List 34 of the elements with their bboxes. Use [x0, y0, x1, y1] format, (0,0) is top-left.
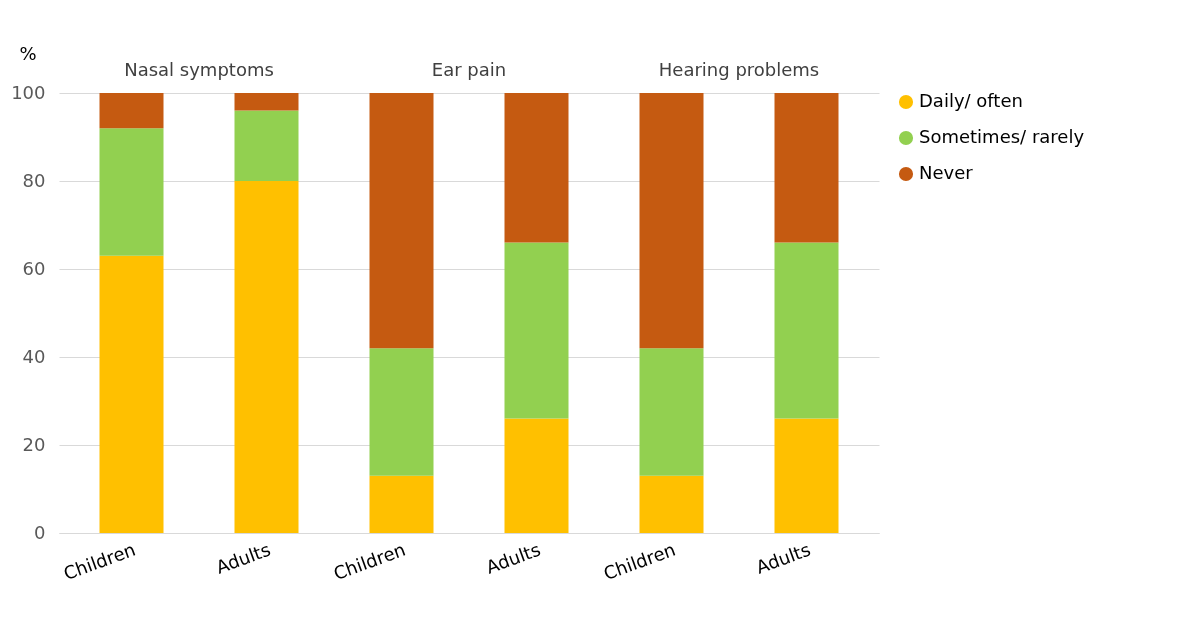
bar	[369, 475, 434, 533]
legend-label: Sometimes/ rarely	[919, 126, 1085, 147]
bar	[639, 348, 704, 476]
bar	[774, 242, 839, 419]
bar	[774, 93, 839, 243]
x-tick-label: Adults	[753, 538, 814, 578]
y-tick-label: 80	[22, 169, 46, 191]
y-tick-label: 60	[22, 257, 46, 279]
y-tick-label: 40	[22, 345, 46, 367]
bar	[234, 110, 299, 181]
y-tick-label: 0	[34, 521, 46, 543]
bar	[774, 418, 839, 533]
bar	[99, 128, 164, 256]
bar	[504, 418, 569, 533]
x-tick-label: Adults	[213, 538, 274, 578]
text: Hearing problems	[658, 59, 820, 80]
text: Nasal symptoms	[124, 59, 274, 80]
bar	[234, 93, 299, 111]
bar	[504, 93, 569, 243]
x-tick-label: Adults	[483, 538, 544, 578]
legend-label: Never	[919, 162, 974, 183]
bar	[369, 93, 434, 349]
bar	[369, 348, 434, 476]
text: Ear pain	[431, 59, 507, 80]
y-axis-title: %	[19, 42, 37, 64]
bar	[639, 475, 704, 533]
bar	[99, 255, 164, 533]
bar	[504, 242, 569, 419]
legend-label: Daily/ often	[919, 90, 1023, 111]
bar	[99, 93, 164, 129]
y-tick-label: 20	[22, 433, 46, 455]
y-tick-label: 100	[11, 81, 46, 103]
bar	[234, 181, 299, 533]
bar	[639, 93, 704, 349]
